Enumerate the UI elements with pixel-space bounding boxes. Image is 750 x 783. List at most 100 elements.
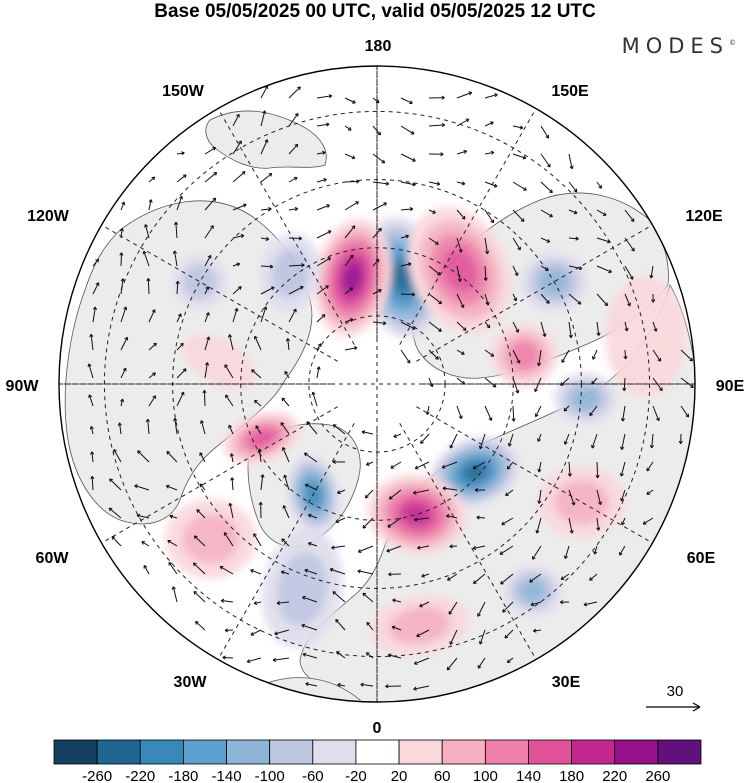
- wind-arrow: [288, 206, 299, 212]
- wind-arrow: [196, 509, 206, 519]
- meridian-label-120e: 120E: [685, 208, 723, 225]
- wind-arrow: [456, 181, 466, 186]
- wind-arrow: [414, 517, 430, 522]
- anomaly-blob-13-level-1: [554, 479, 609, 525]
- wind-arrow: [219, 566, 234, 575]
- wind-arrow: [109, 478, 122, 491]
- wind-arrow: [92, 282, 100, 295]
- wind-arrow: [593, 545, 598, 555]
- wind-arrow: [119, 228, 124, 239]
- wind-arrow: [446, 657, 458, 671]
- wind-arrow: [595, 461, 600, 479]
- wind-arrow: [568, 489, 576, 506]
- wind-arrow: [596, 293, 609, 307]
- wind-arrow: [449, 433, 458, 449]
- wind-arrow: [472, 545, 486, 550]
- wind-arrow: [145, 418, 150, 435]
- colorbar-swatch-1: [96, 739, 141, 765]
- wind-arrow: [288, 143, 299, 155]
- wind-arrow: [167, 539, 178, 547]
- wind-arrow: [568, 209, 578, 215]
- wind-arrow: [316, 314, 326, 323]
- wind-arrow: [148, 199, 153, 211]
- map-boundary: [58, 65, 696, 703]
- wind-arrow: [680, 349, 694, 362]
- wind-arrow: [232, 307, 239, 323]
- anomaly-blob-0-level-5: [391, 262, 412, 293]
- wind-arrow: [306, 421, 318, 435]
- wind-arrow: [176, 195, 183, 211]
- colorbar-tick-1: -220: [125, 768, 155, 783]
- wind-arrow: [537, 433, 542, 442]
- anomaly-fills: [164, 206, 686, 657]
- wind-arrow: [364, 489, 374, 499]
- wind-arrow: [305, 682, 318, 687]
- wind-arrow: [372, 321, 387, 326]
- wind-arrow: [257, 448, 262, 463]
- colorbar-swatch-9: [441, 739, 486, 765]
- wind-arrow: [416, 629, 430, 638]
- anomaly-blob-17-level-0: [183, 334, 256, 390]
- wind-arrow: [344, 153, 356, 160]
- wind-arrow: [232, 203, 247, 211]
- meridian-label-120w: 120W: [27, 208, 70, 225]
- wind-arrow: [591, 433, 598, 449]
- meridian-line-150: [399, 108, 537, 345]
- wind-arrow: [534, 405, 542, 418]
- wind-arrow: [176, 313, 182, 323]
- wind-arrow: [563, 545, 570, 560]
- wind-arrow: [448, 601, 458, 615]
- wind-arrow: [108, 507, 122, 519]
- wind-arrow: [537, 461, 542, 473]
- wind-arrow: [428, 293, 443, 305]
- colorbar-tick-5: -60: [302, 768, 324, 783]
- wind-arrow: [535, 517, 542, 534]
- wind-arrow: [311, 391, 318, 407]
- wind-arrow: [642, 517, 654, 525]
- wind-arrow: [260, 264, 274, 269]
- wind-arrow: [540, 181, 553, 194]
- wind-arrow: [227, 334, 234, 351]
- wind-arrow: [646, 489, 654, 495]
- meridian-line-210: [217, 108, 355, 345]
- wind-arrow: [195, 621, 206, 631]
- wind-arrow: [134, 484, 150, 491]
- wind-arrow: [111, 536, 122, 547]
- wind-arrow: [428, 237, 439, 245]
- wind-arrow: [596, 517, 601, 531]
- wind-arrow: [620, 489, 626, 502]
- wind-arrow: [456, 209, 466, 220]
- wind-arrow: [166, 451, 178, 463]
- wind-arrow: [589, 573, 598, 581]
- wind-arrow: [442, 486, 458, 491]
- wind-arrow: [199, 452, 206, 463]
- wind-arrow: [560, 600, 570, 605]
- wind-arrow: [385, 684, 402, 689]
- colorbar-tick-9: 100: [473, 768, 498, 783]
- wind-arrow: [652, 349, 662, 362]
- wind-arrow: [484, 321, 491, 329]
- colorbar-swatch-12: [571, 739, 616, 765]
- wind-arrow: [428, 209, 436, 214]
- wind-arrow: [456, 349, 465, 355]
- meridian-label-180: 180: [365, 38, 392, 55]
- wind-arrow: [505, 489, 514, 497]
- wind-arrow: [120, 398, 125, 407]
- wind-arrow: [512, 125, 524, 130]
- wind-arrow: [344, 254, 354, 267]
- wind-arrow: [281, 538, 290, 547]
- anomaly-blob-15-level-1: [389, 606, 451, 645]
- wind-arrow: [624, 293, 631, 307]
- wind-arrow: [250, 629, 262, 636]
- wind-arrow: [232, 262, 241, 267]
- anomaly-blob-10-level-1: [271, 248, 309, 298]
- wind-arrow: [169, 514, 178, 519]
- wind-arrow: [651, 293, 656, 303]
- wind-arrow: [536, 349, 542, 367]
- wind-arrow: [283, 474, 290, 491]
- wind-arrow: [504, 629, 514, 639]
- meridian-label-150w: 150W: [162, 83, 205, 100]
- wind-arrow: [400, 153, 416, 162]
- wind-arrow: [288, 285, 304, 295]
- wind-arrow: [329, 567, 346, 575]
